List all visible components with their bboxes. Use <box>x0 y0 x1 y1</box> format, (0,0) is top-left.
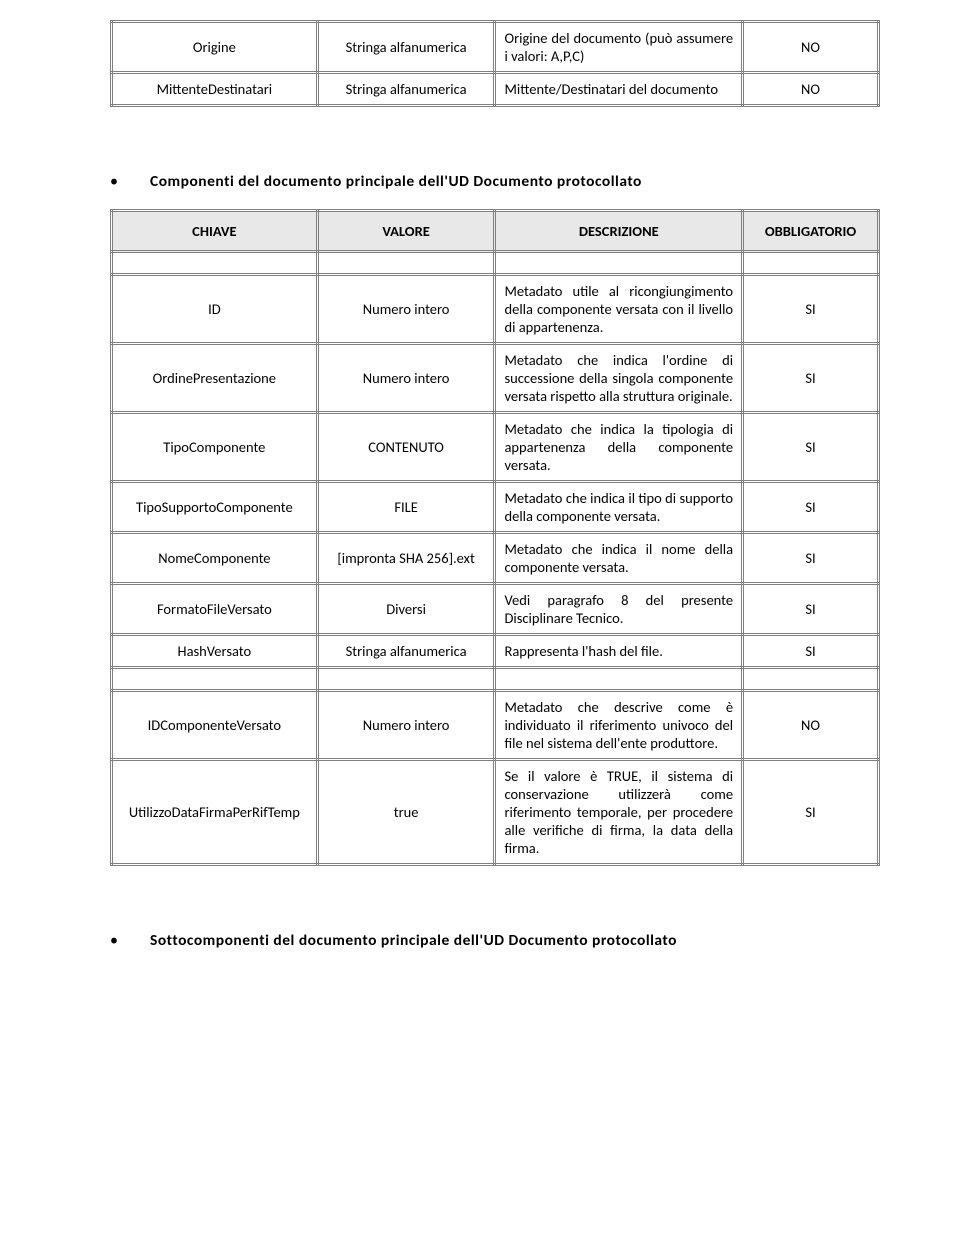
table-row: Origine Stringa alfanumerica Origine del… <box>112 22 879 73</box>
cell-desc: Metadato che indica il tipo di supporto … <box>495 482 743 533</box>
section-heading-componenti: • Componenti del documento principale de… <box>110 137 880 209</box>
cell-key: Origine <box>112 22 318 73</box>
bullet-icon: • <box>110 172 150 191</box>
table-row: FormatoFileVersato Diversi Vedi paragraf… <box>112 584 879 635</box>
cell-req: SI <box>743 760 879 865</box>
cell-key: HashVersato <box>112 635 318 668</box>
cell-val: true <box>317 760 495 865</box>
cell-desc: Metadato che indica la tipologia di appa… <box>495 413 743 482</box>
cell-key: TipoSupportoComponente <box>112 482 318 533</box>
bullet-icon: • <box>110 931 150 950</box>
cell-desc: Rappresenta l'hash del file. <box>495 635 743 668</box>
table-row: OrdinePresentazione Numero intero Metada… <box>112 344 879 413</box>
cell-req: SI <box>743 482 879 533</box>
cell-desc: Vedi paragrafo 8 del presente Disciplina… <box>495 584 743 635</box>
table-row: HashVersato Stringa alfanumerica Rappres… <box>112 635 879 668</box>
table-row: ID Numero intero Metadato utile al ricon… <box>112 275 879 344</box>
header-descrizione: DESCRIZIONE <box>495 211 743 252</box>
cell-val: Stringa alfanumerica <box>317 22 495 73</box>
table-row: TipoComponente CONTENUTO Metadato che in… <box>112 413 879 482</box>
cell-req: SI <box>743 533 879 584</box>
table-componenti: CHIAVE VALORE DESCRIZIONE OBBLIGATORIO I… <box>110 209 880 866</box>
cell-val: Diversi <box>317 584 495 635</box>
table-row: UtilizzoDataFirmaPerRifTemp true Se il v… <box>112 760 879 865</box>
cell-val: CONTENUTO <box>317 413 495 482</box>
table-row: NomeComponente [impronta SHA 256].ext Me… <box>112 533 879 584</box>
cell-key: NomeComponente <box>112 533 318 584</box>
table-row: MittenteDestinatari Stringa alfanumerica… <box>112 73 879 106</box>
cell-key: MittenteDestinatari <box>112 73 318 106</box>
cell-val: Stringa alfanumerica <box>317 635 495 668</box>
header-valore: VALORE <box>317 211 495 252</box>
section-heading-sottocomponenti: • Sottocomponenti del documento principa… <box>110 896 880 968</box>
cell-req: SI <box>743 635 879 668</box>
cell-val: Numero intero <box>317 344 495 413</box>
cell-desc: Mittente/Destinatari del documento <box>495 73 743 106</box>
cell-val: FILE <box>317 482 495 533</box>
header-obbligatorio: OBBLIGATORIO <box>743 211 879 252</box>
cell-desc: Metadato che indica il nome della compon… <box>495 533 743 584</box>
cell-desc: Origine del documento (può assumere i va… <box>495 22 743 73</box>
section-title-text: Componenti del documento principale dell… <box>150 172 642 191</box>
cell-req: SI <box>743 275 879 344</box>
table-row: IDComponenteVersato Numero intero Metada… <box>112 691 879 760</box>
section-title-text: Sottocomponenti del documento principale… <box>150 931 677 950</box>
cell-desc: Metadato che indica l'ordine di successi… <box>495 344 743 413</box>
table-row: TipoSupportoComponente FILE Metadato che… <box>112 482 879 533</box>
cell-req: NO <box>743 73 879 106</box>
cell-desc: Metadato utile al ricongiungimento della… <box>495 275 743 344</box>
cell-val: Stringa alfanumerica <box>317 73 495 106</box>
spacer-row <box>112 252 879 275</box>
cell-desc: Metadato che descrive come è individuato… <box>495 691 743 760</box>
cell-req: SI <box>743 584 879 635</box>
cell-val: Numero intero <box>317 691 495 760</box>
cell-key: IDComponenteVersato <box>112 691 318 760</box>
cell-req: SI <box>743 344 879 413</box>
cell-key: FormatoFileVersato <box>112 584 318 635</box>
cell-req: NO <box>743 22 879 73</box>
cell-val: [impronta SHA 256].ext <box>317 533 495 584</box>
cell-req: SI <box>743 413 879 482</box>
header-chiave: CHIAVE <box>112 211 318 252</box>
cell-key: UtilizzoDataFirmaPerRifTemp <box>112 760 318 865</box>
cell-key: OrdinePresentazione <box>112 344 318 413</box>
spacer-row <box>112 668 879 691</box>
table-origine: Origine Stringa alfanumerica Origine del… <box>110 20 880 107</box>
cell-desc: Se il valore è TRUE, il sistema di conse… <box>495 760 743 865</box>
table-header-row: CHIAVE VALORE DESCRIZIONE OBBLIGATORIO <box>112 211 879 252</box>
cell-val: Numero intero <box>317 275 495 344</box>
cell-req: NO <box>743 691 879 760</box>
cell-key: TipoComponente <box>112 413 318 482</box>
cell-key: ID <box>112 275 318 344</box>
